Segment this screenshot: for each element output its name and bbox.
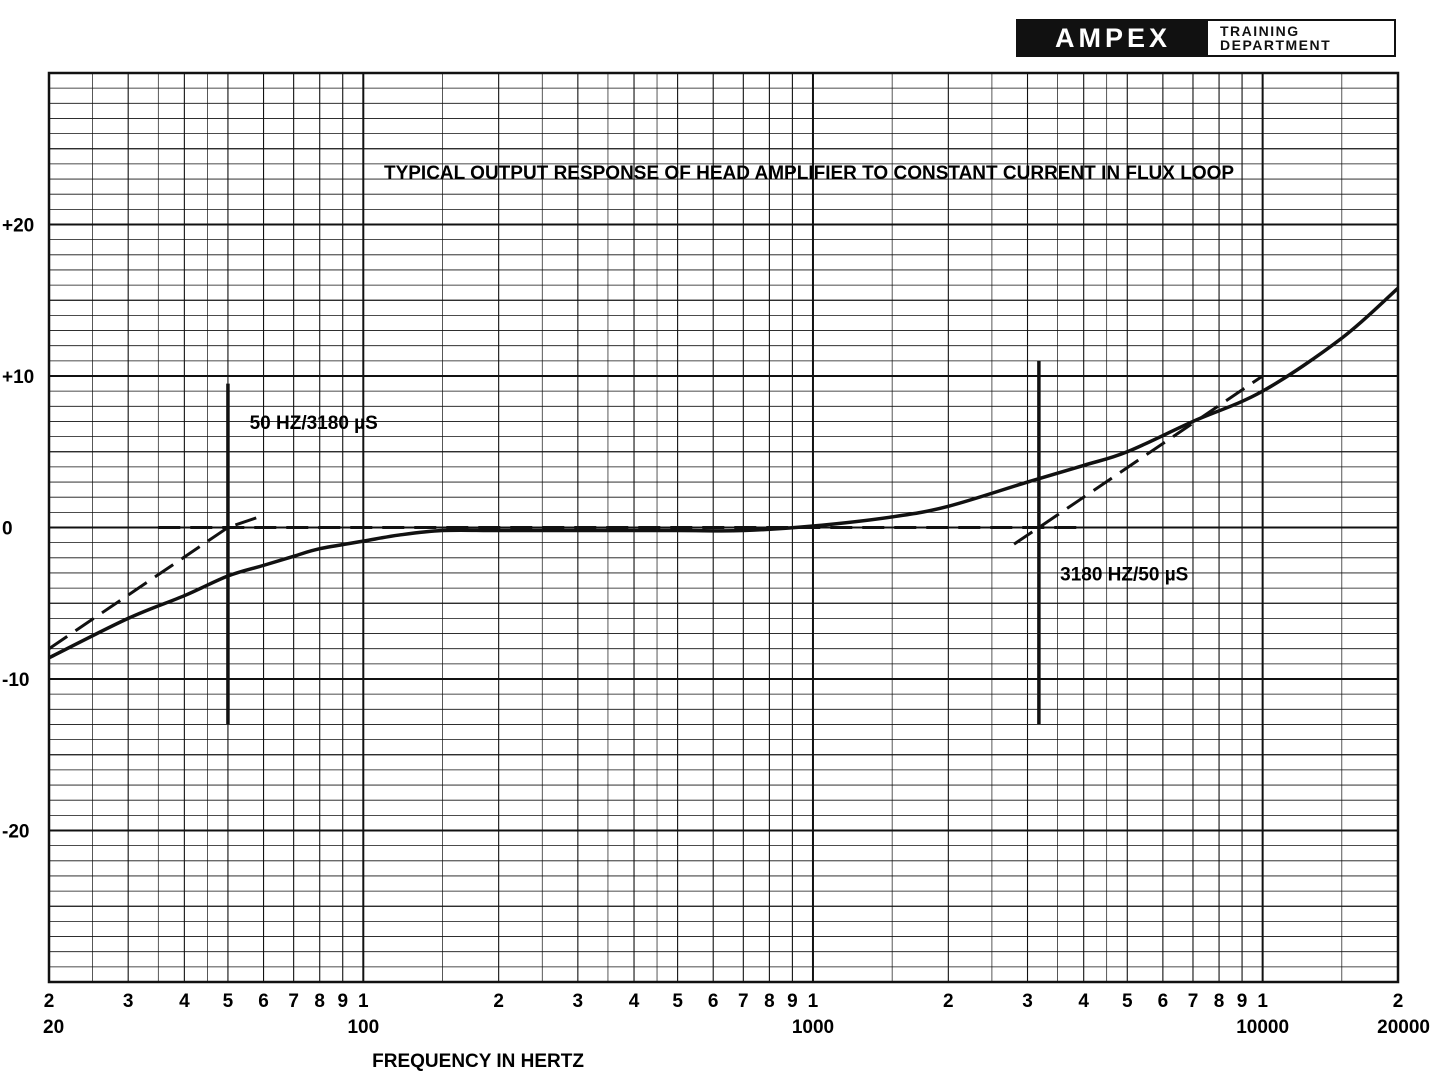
x-tick-digit: 3 [123, 991, 134, 1012]
x-tick-decade: 20000 [1377, 1017, 1430, 1038]
series-layer [48, 286, 1400, 660]
asymptote-line [1013, 374, 1264, 546]
x-tick-digit: 9 [337, 991, 348, 1012]
logo-brand: AMPEX [1018, 21, 1208, 55]
y-tick-label: -10 [2, 670, 29, 691]
x-tick-digit: 4 [1078, 991, 1089, 1012]
x-tick-digit: 6 [1158, 991, 1169, 1012]
x-tick-digit: 2 [1393, 991, 1404, 1012]
x-tick-digit: 8 [1214, 991, 1225, 1012]
corner-annotation: 50 HZ/3180 µS [250, 413, 378, 434]
x-tick-labels: 2 3 4 5 6 7 8 9 1 2 3 4 5 6 7 8 9 1 2 3 4 5 6 7 8 9 1 220 100 1000 100… [43, 991, 1430, 1038]
ampex-logo: AMPEX TRAINING DEPARTMENT [1016, 19, 1396, 57]
marker-layer [226, 360, 1041, 725]
x-tick-decade: 20 [43, 1017, 64, 1038]
asymptote-line [48, 513, 265, 650]
chart-title: TYPICAL OUTPUT RESPONSE OF HEAD AMPLIFIE… [384, 163, 1234, 184]
x-tick-digit: 2 [943, 991, 954, 1012]
x-tick-decade: 10000 [1236, 1017, 1289, 1038]
x-tick-digit: 2 [44, 991, 55, 1012]
y-tick-label: -20 [2, 822, 29, 843]
x-tick-digit: 7 [738, 991, 749, 1012]
x-tick-digit: 9 [1237, 991, 1248, 1012]
x-tick-digit: 1 [1257, 991, 1268, 1012]
x-tick-digit: 4 [629, 991, 640, 1012]
y-tick-labels: +20 +10 0 -10 -20 [2, 216, 34, 843]
corner-annotation: 3180 HZ/50 µS [1060, 565, 1188, 586]
x-tick-digit: 4 [179, 991, 190, 1012]
plot-frame [47, 71, 1400, 984]
x-tick-digit: 5 [672, 991, 683, 1012]
response-curve [48, 286, 1400, 660]
logo-department: TRAINING DEPARTMENT [1208, 21, 1394, 55]
x-tick-digit: 8 [314, 991, 325, 1012]
x-tick-decade: 1000 [792, 1017, 834, 1038]
x-tick-digit: 6 [708, 991, 719, 1012]
x-tick-digit: 3 [1022, 991, 1033, 1012]
x-tick-digit: 2 [493, 991, 504, 1012]
x-tick-digit: 5 [1122, 991, 1133, 1012]
y-tick-label: +20 [2, 216, 34, 237]
x-tick-digit: 5 [223, 991, 234, 1012]
x-tick-digit: 8 [764, 991, 775, 1012]
y-tick-label: +10 [2, 367, 34, 388]
x-tick-digit: 6 [258, 991, 269, 1012]
x-tick-digit: 3 [573, 991, 584, 1012]
x-axis-label: FREQUENCY IN HERTZ [372, 1051, 584, 1072]
annotation-layer: 50 HZ/3180 µS 3180 HZ/50 µS [250, 413, 1189, 586]
x-tick-digit: 7 [288, 991, 299, 1012]
x-tick-digit: 9 [787, 991, 798, 1012]
x-tick-digit: 7 [1188, 991, 1199, 1012]
logo-line-2: DEPARTMENT [1220, 37, 1332, 53]
x-tick-digit: 1 [358, 991, 369, 1012]
y-tick-label: 0 [2, 519, 13, 540]
logo-line-1: TRAINING [1220, 23, 1300, 39]
x-tick-digit: 1 [808, 991, 819, 1012]
x-tick-decade: 100 [347, 1017, 379, 1038]
